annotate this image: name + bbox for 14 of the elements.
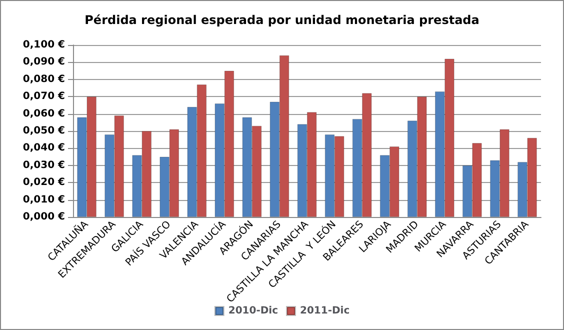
y-tick-label: 0,040 €	[22, 142, 66, 154]
y-tick-label: 0,030 €	[22, 160, 66, 171]
legend-label: 2011-Dic	[300, 306, 350, 316]
chart-title: Pérdida regional esperada por unidad monetaria prestada	[84, 13, 480, 27]
y-tick-label: 0,100 €	[22, 40, 66, 50]
y-tick-label: 0,020 €	[22, 177, 66, 188]
y-tick-label: 0,010 €	[22, 194, 66, 206]
y-tick-label: 0,000 €	[22, 212, 66, 222]
y-tick-label: 0,050 €	[22, 126, 66, 136]
y-tick-label: 0,070 €	[22, 91, 66, 102]
y-tick-label: 0,060 €	[22, 108, 66, 120]
legend-label: 2010-Dic	[228, 306, 278, 316]
y-tick-label: 0,090 €	[22, 56, 66, 68]
y-tick-label: 0,080 €	[22, 74, 66, 85]
